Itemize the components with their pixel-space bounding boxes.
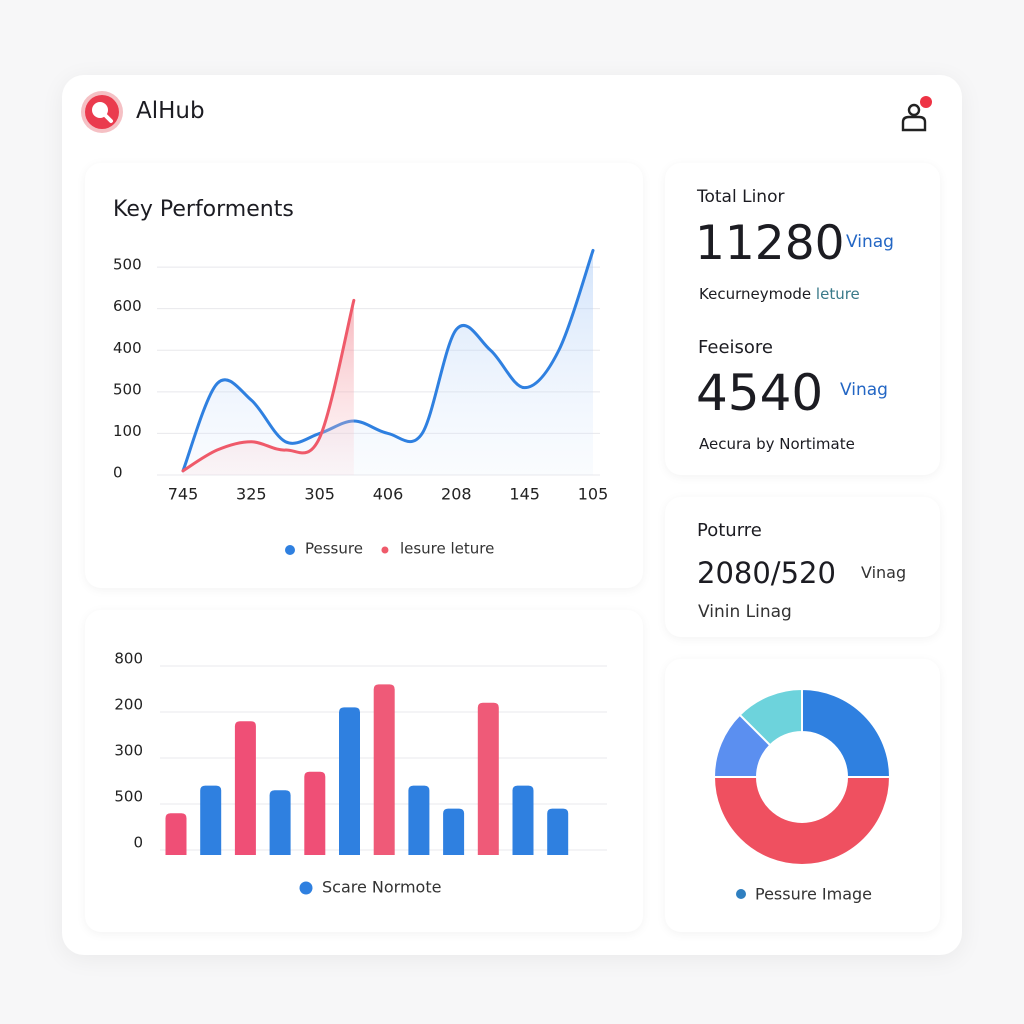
y-tick-label: 500 bbox=[114, 788, 143, 806]
user-icon[interactable] bbox=[896, 92, 938, 136]
bar bbox=[512, 785, 534, 855]
legend-marker bbox=[299, 881, 313, 895]
bar bbox=[200, 785, 222, 855]
y-tick-label: 100 bbox=[113, 422, 142, 440]
ratio-value: 2080/520 bbox=[697, 556, 836, 590]
legend-marker bbox=[285, 545, 295, 555]
stat-label: Feeisore bbox=[698, 337, 773, 358]
y-tick-label: 400 bbox=[113, 339, 142, 357]
stat-value: 4540 bbox=[696, 364, 824, 422]
x-tick-label: 145 bbox=[509, 485, 540, 504]
series-line bbox=[181, 248, 595, 473]
x-tick-label: 406 bbox=[373, 485, 404, 504]
bar bbox=[373, 684, 395, 855]
app-title: AlHub bbox=[136, 98, 205, 124]
stat-note-accent: leture bbox=[815, 285, 860, 303]
stat-label: Total Linor bbox=[697, 187, 785, 207]
bar bbox=[547, 808, 569, 855]
ratio-label: Poturre bbox=[697, 520, 762, 541]
y-tick-label: 500 bbox=[113, 256, 142, 274]
bar bbox=[477, 702, 499, 855]
line-chart: 500 600 400 500 100 0 745 325 305 406 208 145 105 Pes… bbox=[113, 248, 609, 558]
donut-chart: Pessure Image bbox=[712, 687, 892, 904]
stats-card bbox=[665, 163, 940, 475]
legend-marker bbox=[381, 546, 389, 554]
x-tick-label: 208 bbox=[441, 485, 472, 504]
x-tick-label: 325 bbox=[236, 485, 267, 504]
bar bbox=[234, 721, 256, 855]
y-tick-label: 500 bbox=[113, 380, 142, 398]
series-area bbox=[183, 300, 354, 475]
legend-marker bbox=[736, 889, 746, 899]
ratio-tag: Vinag bbox=[861, 563, 907, 582]
stat-value: 11280 bbox=[695, 216, 845, 271]
x-tick-label: 305 bbox=[304, 485, 335, 504]
bar bbox=[304, 771, 326, 855]
ratio-card bbox=[665, 497, 940, 637]
x-tick-label: 745 bbox=[168, 485, 199, 504]
logo bbox=[81, 91, 123, 133]
y-tick-label: 800 bbox=[114, 650, 143, 668]
series-area bbox=[183, 250, 593, 475]
legend-label: lesure leture bbox=[400, 540, 494, 558]
pie-slice bbox=[738, 687, 803, 747]
bar bbox=[269, 790, 291, 855]
y-tick-label: 0 bbox=[133, 834, 143, 852]
bar bbox=[165, 813, 187, 855]
bar bbox=[408, 785, 430, 855]
legend-label: Scare Normote bbox=[322, 878, 441, 897]
bar-card bbox=[85, 610, 643, 932]
x-tick-label: 105 bbox=[578, 485, 609, 504]
bar bbox=[443, 808, 465, 855]
stat-note-text: Kecurneymode bbox=[699, 285, 812, 303]
card-title: Key Performents bbox=[113, 197, 294, 222]
pie-slice bbox=[712, 776, 892, 866]
stat-tag: Vinag bbox=[846, 232, 894, 252]
legend-label: Pessure Image bbox=[755, 885, 872, 904]
y-tick-label: 200 bbox=[114, 696, 143, 714]
pie-slice bbox=[801, 687, 892, 778]
stat-note: Aecura by Nortimate bbox=[699, 435, 855, 453]
y-tick-label: 600 bbox=[113, 297, 142, 315]
ratio-note: Vinin Linag bbox=[698, 602, 792, 622]
y-tick-label: 0 bbox=[113, 464, 123, 482]
legend-label: Pessure bbox=[305, 540, 363, 558]
y-tick-label: 300 bbox=[114, 742, 143, 760]
series-line bbox=[181, 298, 356, 473]
stat-note: Kecurneymode leture bbox=[699, 285, 860, 303]
bar-chart: 800 200 300 500 0 Scare Normote bbox=[114, 650, 607, 897]
bar bbox=[339, 707, 360, 855]
stat-tag: Vinag bbox=[840, 380, 888, 400]
